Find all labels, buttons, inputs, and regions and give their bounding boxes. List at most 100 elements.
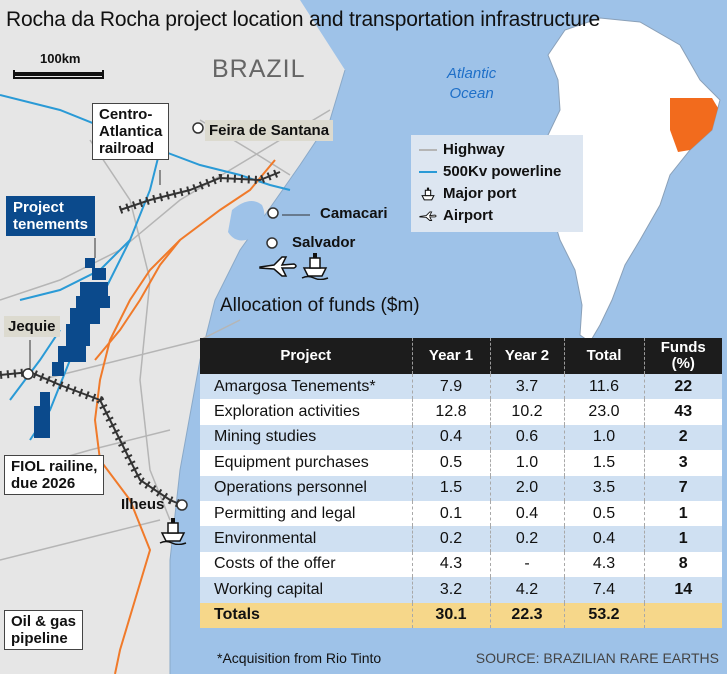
row-total: 7.4 <box>564 577 645 603</box>
place-salvador: Salvador <box>292 234 356 251</box>
legend-powerline-label: 500Kv powerline <box>443 163 562 180</box>
table-row: Working capital 3.2 4.2 7.4 14 <box>200 577 722 603</box>
row-project: Environmental <box>200 526 413 552</box>
header-total: Total <box>564 338 645 374</box>
fiol-railine-label: FIOL railine, due 2026 <box>4 455 105 495</box>
ocean-label-line-1: Atlantic <box>447 65 497 82</box>
legend-airport: Airport <box>419 207 493 224</box>
centro-line-2: Atlantica <box>99 123 163 140</box>
row-funds-pct: 1 <box>644 500 722 527</box>
tenements-line-2: tenements <box>13 216 89 233</box>
row-year-2: 1.0 <box>490 450 565 476</box>
ilheus-port-icon <box>159 518 187 545</box>
table-row: Environmental 0.2 0.2 0.4 1 <box>200 526 722 552</box>
map-legend: Highway 500Kv powerline Major port Airpo… <box>411 135 583 232</box>
row-total: 4.3 <box>564 551 645 578</box>
row-total: 0.5 <box>564 500 645 527</box>
place-feira-de-santana: Feira de Santana <box>205 120 334 141</box>
row-year-1: 4.3 <box>412 551 491 578</box>
legend-highway-label: Highway <box>443 141 505 158</box>
legend-airport-label: Airport <box>443 207 493 224</box>
scale-label: 100km <box>40 51 81 66</box>
pipeline-line-1: Oil & gas <box>11 613 77 630</box>
funds-table-title: Allocation of funds ($m) <box>220 295 420 316</box>
project-state-highlight <box>670 98 718 152</box>
legend-port-label: Major port <box>443 185 517 202</box>
row-total: 0.4 <box>564 526 645 552</box>
legend-highway: Highway <box>419 141 505 158</box>
row-year-1: 12.8 <box>412 399 491 425</box>
header-year-2: Year 2 <box>490 338 565 374</box>
row-funds-pct: 8 <box>644 551 722 578</box>
row-year-1: 0.2 <box>412 526 491 552</box>
row-year-1: 0.5 <box>412 450 491 476</box>
totals-label: Totals <box>200 602 413 628</box>
funds-header-row: Project Year 1 Year 2 Total Funds (%) <box>200 338 722 374</box>
row-year-2: - <box>490 551 565 578</box>
row-funds-pct: 14 <box>644 577 722 603</box>
airport-icon <box>259 256 297 277</box>
pipeline-label: Oil & gas pipeline <box>4 610 84 650</box>
table-row: Operations personnel 1.5 2.0 3.5 7 <box>200 475 722 501</box>
row-funds-pct: 3 <box>644 450 722 476</box>
funds-table: Project Year 1 Year 2 Total Funds (%) Am… <box>200 338 722 628</box>
row-total: 1.5 <box>564 450 645 476</box>
fiol-line-2: due 2026 <box>11 475 76 492</box>
country-label: BRAZIL <box>212 55 306 83</box>
place-camacari: Camacari <box>320 205 388 222</box>
totals-funds-pct <box>644 602 722 628</box>
header-funds-pct: Funds (%) <box>644 338 722 374</box>
row-year-2: 2.0 <box>490 475 565 501</box>
table-row: Equipment purchases 0.5 1.0 1.5 3 <box>200 450 722 476</box>
row-year-1: 0.1 <box>412 500 491 527</box>
row-year-2: 0.4 <box>490 500 565 527</box>
powerline-swatch-icon <box>419 170 437 173</box>
row-funds-pct: 7 <box>644 475 722 501</box>
pipeline-lines <box>93 159 276 674</box>
coastline <box>169 69 346 674</box>
legend-port: Major port <box>419 185 516 202</box>
row-year-1: 0.4 <box>412 424 491 451</box>
totals-year-1: 30.1 <box>412 602 491 628</box>
row-year-2: 10.2 <box>490 399 565 425</box>
place-jequie: Jequie <box>4 316 60 337</box>
table-row: Permitting and legal 0.1 0.4 0.5 1 <box>200 500 722 527</box>
row-year-2: 4.2 <box>490 577 565 603</box>
ocean-label-line-2: Ocean <box>449 85 494 102</box>
leader-lines <box>29 170 310 372</box>
scale-bar <box>13 70 104 79</box>
place-ilheus: Ilheus <box>121 496 165 513</box>
row-project: Operations personnel <box>200 475 413 501</box>
row-project: Costs of the offer <box>200 551 413 578</box>
header-year-1: Year 1 <box>412 338 491 374</box>
fiol-line-1: FIOL railine, <box>11 458 98 475</box>
table-row: Exploration activities 12.8 10.2 23.0 43 <box>200 399 722 425</box>
tenements-line-1: Project <box>13 199 64 216</box>
bay <box>228 201 265 241</box>
centro-atlantica-label: Centro- Atlantica railroad <box>92 103 170 160</box>
row-year-1: 3.2 <box>412 577 491 603</box>
table-row: Mining studies 0.4 0.6 1.0 2 <box>200 424 722 451</box>
pipeline-line-2: pipeline <box>11 630 68 647</box>
row-total: 23.0 <box>564 399 645 425</box>
row-project: Permitting and legal <box>200 500 413 527</box>
totals-year-2: 22.3 <box>490 602 565 628</box>
table-row: Amargosa Tenements* 7.9 3.7 11.6 22 <box>200 374 722 400</box>
totals-row: Totals 30.1 22.3 53.2 <box>200 602 722 628</box>
row-project: Working capital <box>200 577 413 603</box>
table-row: Costs of the offer 4.3 - 4.3 8 <box>200 551 722 578</box>
row-year-2: 0.2 <box>490 526 565 552</box>
railway-ties <box>0 168 282 509</box>
row-project: Exploration activities <box>200 399 413 425</box>
highway-swatch-icon <box>419 148 437 151</box>
row-funds-pct: 22 <box>644 374 722 400</box>
project-tenements <box>34 258 110 438</box>
source-credit: SOURCE: BRAZILIAN RARE EARTHS <box>475 650 719 666</box>
ocean-label: Atlantic Ocean <box>447 64 496 104</box>
row-total: 11.6 <box>564 374 645 400</box>
footnote: *Acquisition from Rio Tinto <box>217 650 382 666</box>
row-project: Equipment purchases <box>200 450 413 476</box>
header-project: Project <box>200 338 413 374</box>
row-total: 1.0 <box>564 424 645 451</box>
